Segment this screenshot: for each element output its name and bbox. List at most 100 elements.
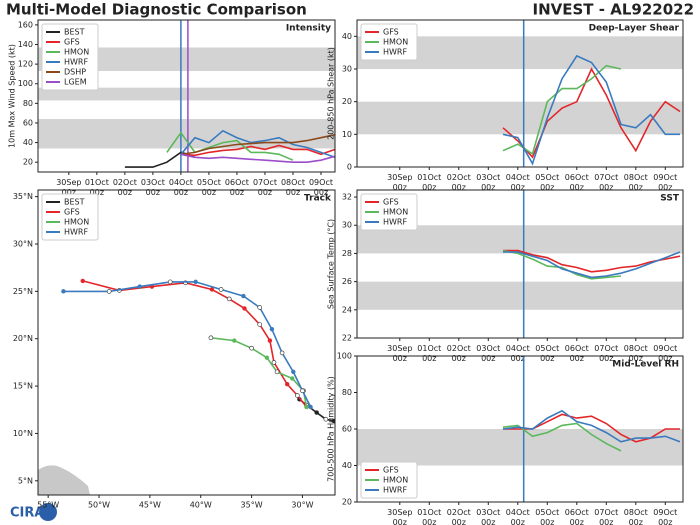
band — [357, 429, 683, 466]
x-tick-label: 30°W — [291, 501, 313, 510]
track-point — [271, 360, 277, 365]
x-tick-label: 40°W — [190, 501, 212, 510]
x-tick-label: 02Oct 00z — [447, 344, 471, 363]
x-tick-label: 09Oct 00z — [653, 508, 677, 525]
x-tick-label: 50°W — [88, 501, 110, 510]
track-point — [226, 296, 232, 302]
series-line — [503, 249, 681, 273]
x-tick-label: 06Oct 00z — [225, 178, 249, 197]
legend-box — [41, 193, 99, 241]
y-tick-label: 25°N — [13, 287, 33, 296]
legend-label: HMON — [383, 208, 408, 217]
x-tick-label: 08Oct 00z — [624, 344, 648, 363]
track-point — [284, 381, 290, 387]
track-point — [208, 335, 214, 341]
x-tick-label: 30Sep 00z — [387, 344, 412, 363]
band — [38, 87, 335, 101]
y-tick-label: 26 — [342, 277, 352, 286]
x-tick-label: 06Oct 00z — [565, 173, 589, 192]
track-point — [106, 289, 112, 294]
x-tick-label: 45°W — [139, 501, 161, 510]
panel-title: Deep-Layer Shear — [589, 24, 680, 34]
panel-frame — [356, 189, 684, 339]
x-tick-label: 04Oct 00z — [169, 178, 193, 197]
x-tick-label: 01Oct 00z — [417, 344, 441, 363]
series-line — [63, 281, 312, 408]
track-point — [232, 338, 237, 343]
x-tick-label: 30Sep 00z — [56, 178, 81, 197]
legend-label: BEST — [64, 198, 85, 207]
panel: 22 24 26 28 30 32 30Sep 00z 01Oct 00z 02Oct 00z 03Oc… — [327, 189, 684, 363]
x-tick-label: 01Oct 00z — [417, 508, 441, 525]
legend-label: HWRF — [64, 58, 88, 67]
x-tick-label: 01Oct 00z — [85, 178, 109, 197]
track-point — [209, 287, 215, 292]
x-tick-label: 03Oct 00z — [476, 344, 500, 363]
y-tick-label: 20°N — [13, 334, 33, 343]
legend-label: GFS — [383, 198, 399, 207]
series-line — [502, 249, 622, 280]
x-tick-label: 07Oct 00z — [594, 508, 618, 525]
track-point — [61, 289, 66, 294]
x-tick-label: 30Sep 00z — [387, 508, 412, 525]
x-tick-label: 07Oct 00z — [253, 178, 277, 197]
x-tick-label: 05Oct 00z — [535, 173, 559, 192]
y-tick-label: 160 — [18, 20, 33, 29]
y-tick-label: 28 — [342, 249, 352, 258]
track-point — [331, 418, 335, 424]
band — [38, 47, 335, 71]
plot-area — [357, 20, 683, 167]
x-tick-label: 06Oct 00z — [565, 508, 589, 525]
track-point — [249, 345, 254, 351]
track-point — [257, 322, 263, 327]
track-point — [274, 369, 280, 375]
plot-area — [357, 356, 683, 502]
y-tick-label: 15°N — [13, 382, 33, 391]
track-point — [137, 284, 142, 289]
track-point — [300, 388, 305, 394]
land — [38, 465, 90, 495]
legend-label: HWRF — [383, 218, 407, 227]
x-tick-label: 05Oct 00z — [197, 178, 221, 197]
x-tick-label: 55°W — [37, 501, 59, 510]
track-point — [295, 393, 300, 398]
series-line — [180, 144, 335, 157]
legend-label: HMON — [383, 476, 408, 485]
series-line — [502, 67, 681, 159]
legend-label: HMON — [64, 48, 89, 57]
panel-title: SST — [660, 194, 680, 204]
logo-mark — [39, 503, 57, 521]
legend-label: GFS — [64, 38, 80, 47]
y-tick-label: 20 — [23, 158, 33, 167]
legend-label: GFS — [64, 208, 80, 217]
y-tick-label: 20 — [342, 97, 352, 106]
series-line — [502, 409, 681, 443]
track-point — [80, 278, 85, 284]
track-point — [304, 404, 309, 410]
legend-label: HMON — [64, 218, 89, 227]
panel-frame — [356, 19, 684, 168]
track-point — [167, 279, 173, 285]
x-tick-label: 05Oct 00z — [535, 344, 559, 363]
y-tick-label: 120 — [18, 60, 33, 69]
x-tick-label: 06Oct 00z — [565, 344, 589, 363]
x-tick-label: 35°W — [241, 501, 263, 510]
y-tick-label: 32 — [342, 193, 352, 202]
x-tick-label: 08Oct 00z — [624, 508, 648, 525]
page-title: Multi-Model Diagnostic Comparison — [6, 1, 307, 19]
y-axis-label: 200-850 hPa Shear (kt) — [327, 47, 336, 140]
series-line — [502, 54, 680, 166]
y-tick-label: 0 — [347, 163, 352, 172]
track-point — [193, 279, 198, 285]
track-point — [290, 376, 295, 381]
x-tick-label: 08Oct 00z — [624, 173, 648, 192]
x-tick-label: 02Oct 00z — [447, 173, 471, 192]
y-tick-label: 10 — [342, 130, 352, 139]
x-tick-label: 30Sep 00z — [387, 173, 412, 192]
legend-label: GFS — [383, 466, 399, 475]
y-tick-label: 30 — [342, 221, 352, 230]
x-tick-label: 02Oct 00z — [447, 508, 471, 525]
y-tick-label: 5°N — [18, 476, 33, 485]
track-point — [267, 338, 273, 343]
